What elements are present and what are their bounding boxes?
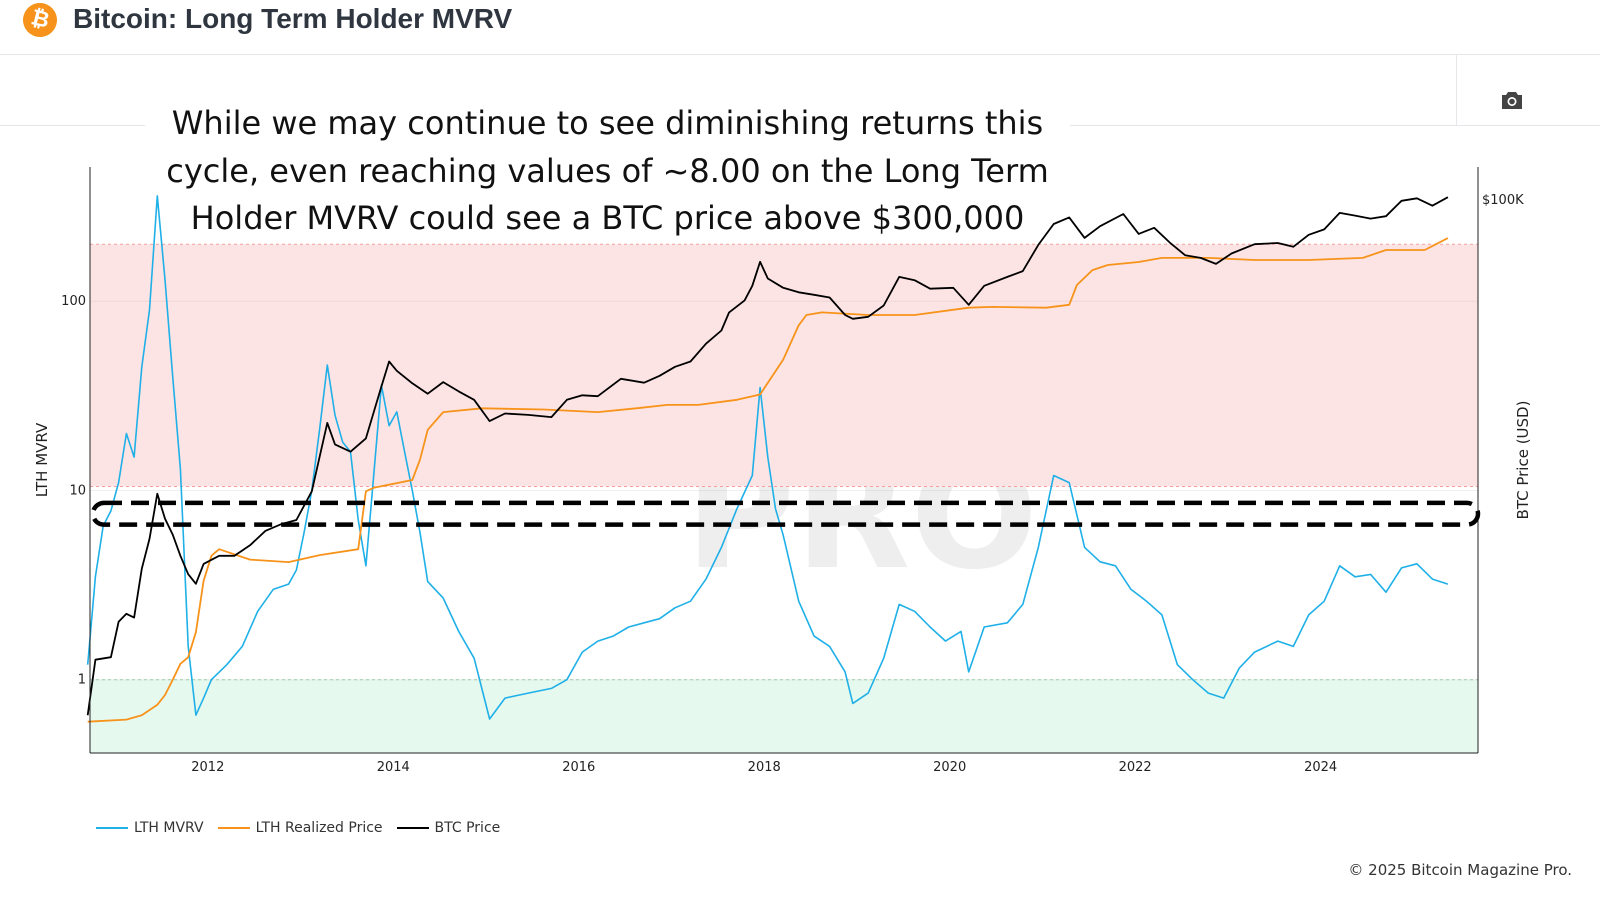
y-tick-label: 100 <box>61 294 86 309</box>
page-title: Bitcoin: Long Term Holder MVRV <box>73 3 513 34</box>
highlight-band <box>90 500 1481 527</box>
y-tick-label: 10 <box>69 483 86 498</box>
y-tick-label: 1 <box>78 673 86 688</box>
x-tick-label: 2024 <box>1304 760 1337 775</box>
series-line-lth-mvrv <box>86 195 1449 720</box>
annotation-line: While we may continue to see diminishing… <box>145 100 1070 148</box>
legend: LTH MVRV LTH Realized Price BTC Price <box>96 820 500 836</box>
x-tick-label: 2012 <box>191 760 224 775</box>
zone-band <box>90 244 1478 487</box>
legend-item-lth-realized-price[interactable]: LTH Realized Price <box>217 820 383 836</box>
header: ₿ Bitcoin: Long Term Holder MVRV <box>0 0 1600 55</box>
x-tick-label: 2014 <box>377 760 410 775</box>
legend-swatch <box>217 827 250 829</box>
x-tick-label: 2020 <box>933 760 966 775</box>
y2-axis-label: BTC Price (USD) <box>1514 401 1532 520</box>
y-axis-label: LTH MVRV <box>33 422 51 497</box>
legend-label: BTC Price <box>434 820 501 836</box>
series-line-btc-price <box>86 196 1449 716</box>
legend-item-btc-price[interactable]: BTC Price <box>396 820 501 836</box>
legend-swatch <box>396 827 429 829</box>
x-tick-label: 2016 <box>562 760 595 775</box>
annotation-line: cycle, even reaching values of ~8.00 on … <box>166 151 1049 190</box>
legend-item-lth-mvrv[interactable]: LTH MVRV <box>96 820 204 836</box>
annotation-line: Holder MVRV could see a BTC price above … <box>190 199 1025 237</box>
legend-label: LTH Realized Price <box>255 820 383 836</box>
toolbar-separator <box>1456 55 1457 125</box>
legend-swatch <box>96 827 128 829</box>
legend-label: LTH MVRV <box>134 820 204 836</box>
series-line-lth-realized-price <box>87 237 1449 723</box>
x-tick-label: 2022 <box>1119 760 1152 775</box>
y2-tick-label: $100K <box>1482 193 1524 208</box>
copyright: © 2025 Bitcoin Magazine Pro. <box>1348 861 1572 879</box>
camera-icon[interactable] <box>1500 90 1524 110</box>
x-tick-label: 2018 <box>748 760 781 775</box>
zone-band <box>90 679 1478 753</box>
chart-annotation: While we may continue to see diminishing… <box>145 100 1070 243</box>
